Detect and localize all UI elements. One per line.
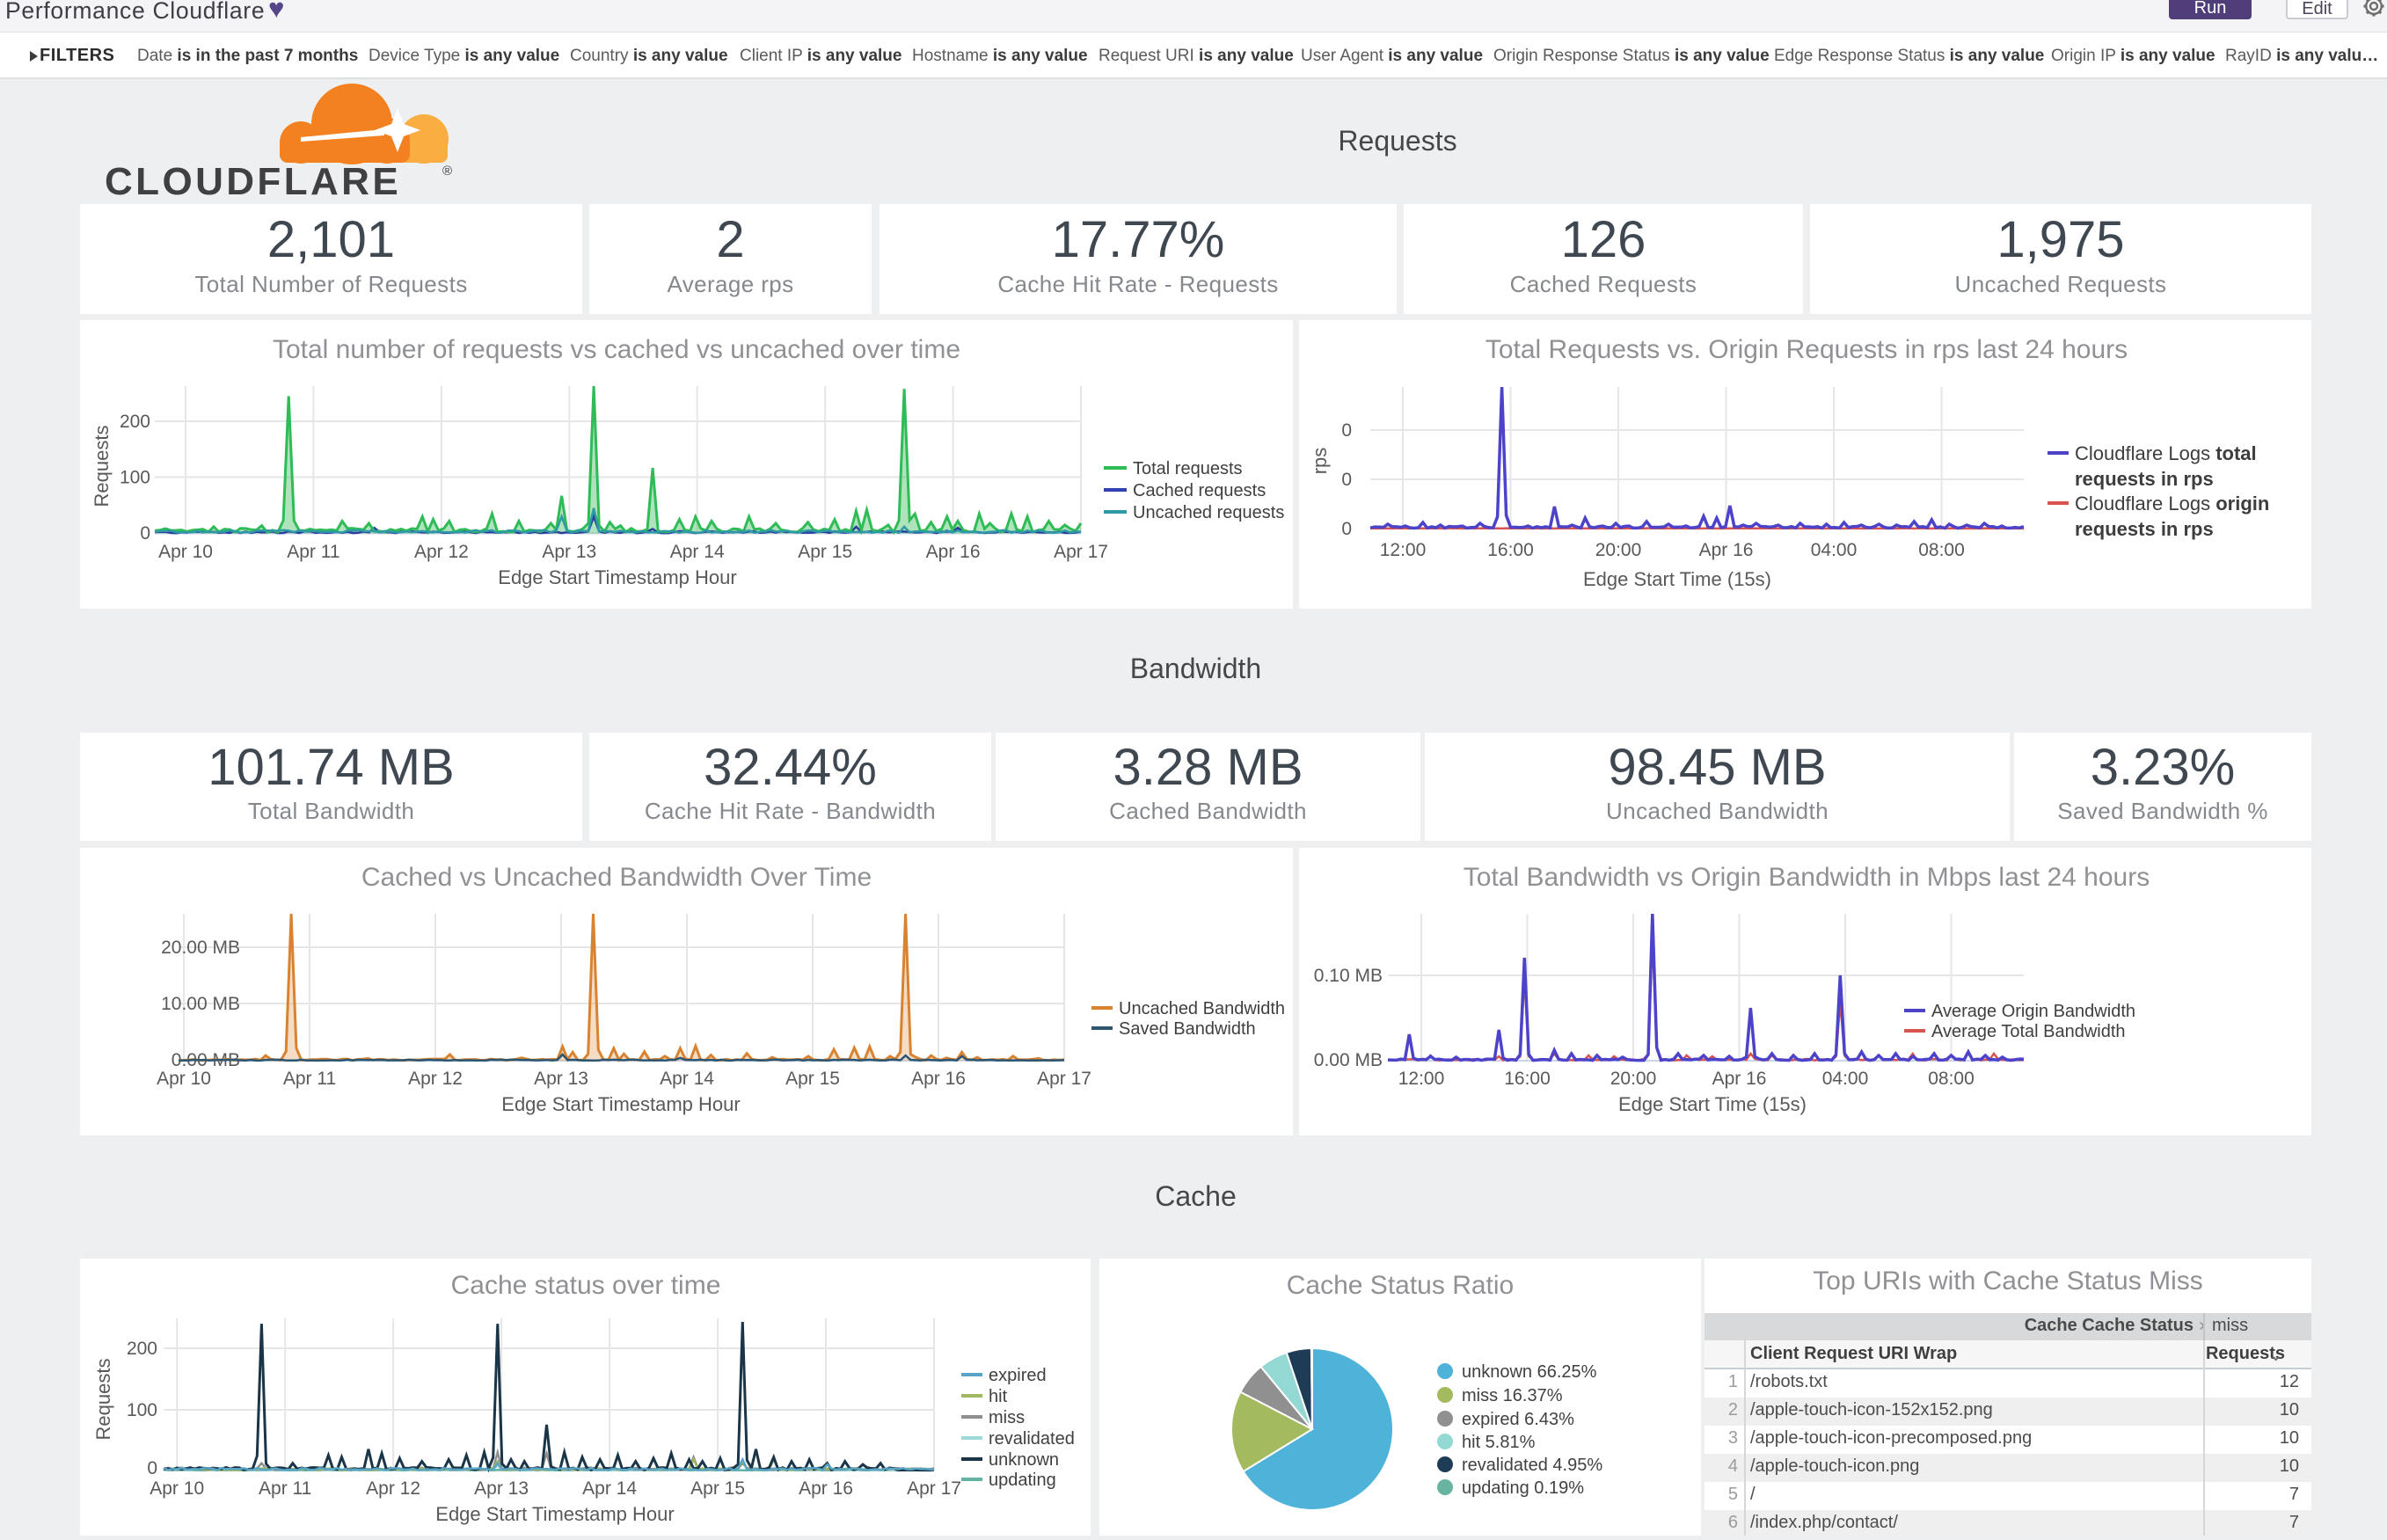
svg-text:16:00: 16:00 bbox=[1487, 540, 1534, 560]
svg-text:updating: updating bbox=[989, 1471, 1056, 1490]
svg-text:Edge Start Time (15s): Edge Start Time (15s) bbox=[1618, 1093, 1807, 1115]
svg-text:Apr 14: Apr 14 bbox=[670, 542, 725, 562]
svg-text:revalidated 4.95%: revalidated 4.95% bbox=[1462, 1456, 1602, 1475]
svg-text:0: 0 bbox=[1341, 470, 1352, 490]
svg-text:Edge Start Timestamp Hour: Edge Start Timestamp Hour bbox=[435, 1503, 674, 1525]
svg-text:Apr 13: Apr 13 bbox=[542, 542, 596, 562]
svg-text:0: 0 bbox=[147, 1458, 157, 1478]
svg-text:20:00: 20:00 bbox=[1595, 540, 1642, 560]
svg-text:Cache status over time: Cache status over time bbox=[451, 1271, 721, 1300]
svg-text:Edge Start Timestamp Hour: Edge Start Timestamp Hour bbox=[498, 566, 736, 588]
svg-text:expired 6.43%: expired 6.43% bbox=[1462, 1410, 1574, 1429]
svg-text:Apr 17: Apr 17 bbox=[1037, 1069, 1091, 1089]
svg-text:requests in rps: requests in rps bbox=[2075, 468, 2214, 490]
svg-text:Total Requests vs. Origin Requ: Total Requests vs. Origin Requests in rp… bbox=[1485, 335, 2128, 364]
svg-text:Requests: Requests bbox=[92, 1359, 114, 1441]
svg-text:Apr 15: Apr 15 bbox=[785, 1069, 840, 1089]
svg-text:Apr 16: Apr 16 bbox=[1712, 1069, 1767, 1089]
svg-text:Apr 12: Apr 12 bbox=[366, 1478, 420, 1499]
svg-text:Total requests: Total requests bbox=[1133, 459, 1243, 478]
svg-text:16:00: 16:00 bbox=[1504, 1069, 1551, 1089]
svg-text:0.10 MB: 0.10 MB bbox=[1314, 966, 1383, 986]
svg-text:Apr 11: Apr 11 bbox=[287, 542, 339, 562]
svg-text:200: 200 bbox=[127, 1339, 157, 1359]
svg-text:Apr 15: Apr 15 bbox=[690, 1478, 745, 1499]
svg-text:Cloudflare Logs total: Cloudflare Logs total bbox=[2075, 442, 2257, 464]
svg-text:Cached requests: Cached requests bbox=[1133, 481, 1266, 500]
svg-text:Apr 13: Apr 13 bbox=[474, 1478, 529, 1499]
svg-text:Apr 11: Apr 11 bbox=[259, 1478, 311, 1499]
svg-text:Cached vs Uncached Bandwidth O: Cached vs Uncached Bandwidth Over Time bbox=[361, 863, 872, 892]
svg-text:hit: hit bbox=[989, 1387, 1008, 1406]
svg-text:Apr 17: Apr 17 bbox=[907, 1478, 961, 1499]
svg-text:Apr 10: Apr 10 bbox=[157, 1069, 211, 1089]
svg-text:0.00 MB: 0.00 MB bbox=[1314, 1050, 1383, 1070]
svg-text:Apr 16: Apr 16 bbox=[926, 542, 981, 562]
svg-text:Total Bandwidth vs Origin Band: Total Bandwidth vs Origin Bandwidth in M… bbox=[1464, 863, 2150, 892]
svg-text:100: 100 bbox=[127, 1400, 157, 1420]
svg-text:rps: rps bbox=[1309, 448, 1331, 475]
svg-text:Average Total Bandwidth: Average Total Bandwidth bbox=[1931, 1022, 2126, 1041]
svg-text:12:00: 12:00 bbox=[1380, 540, 1427, 560]
svg-text:Requests: Requests bbox=[91, 426, 113, 507]
svg-text:expired: expired bbox=[989, 1366, 1047, 1385]
svg-text:Cloudflare Logs origin: Cloudflare Logs origin bbox=[2075, 493, 2269, 515]
svg-text:Edge Start Timestamp Hour: Edge Start Timestamp Hour bbox=[501, 1093, 740, 1115]
svg-text:Total number of requests vs ca: Total number of requests vs cached vs un… bbox=[273, 335, 960, 364]
svg-text:Apr 10: Apr 10 bbox=[150, 1478, 204, 1499]
svg-text:0: 0 bbox=[140, 523, 150, 544]
svg-text:Cache Status Ratio: Cache Status Ratio bbox=[1287, 1271, 1514, 1300]
svg-text:unknown 66.25%: unknown 66.25% bbox=[1462, 1362, 1597, 1382]
svg-text:unknown: unknown bbox=[989, 1450, 1059, 1470]
svg-text:Average Origin Bandwidth: Average Origin Bandwidth bbox=[1931, 1002, 2135, 1021]
svg-text:20.00 MB: 20.00 MB bbox=[161, 938, 240, 958]
svg-text:04:00: 04:00 bbox=[1811, 540, 1858, 560]
svg-text:20:00: 20:00 bbox=[1610, 1069, 1657, 1089]
svg-text:Apr 15: Apr 15 bbox=[798, 542, 852, 562]
svg-text:revalidated: revalidated bbox=[989, 1429, 1075, 1449]
svg-text:updating 0.19%: updating 0.19% bbox=[1462, 1478, 1584, 1498]
svg-text:Apr 12: Apr 12 bbox=[408, 1069, 463, 1089]
svg-text:CLOUDFLARE: CLOUDFLARE bbox=[105, 160, 401, 203]
svg-text:Apr 13: Apr 13 bbox=[534, 1069, 588, 1089]
svg-text:requests in rps: requests in rps bbox=[2075, 518, 2214, 540]
svg-text:Apr 14: Apr 14 bbox=[582, 1478, 637, 1499]
svg-text:04:00: 04:00 bbox=[1822, 1069, 1869, 1089]
svg-text:08:00: 08:00 bbox=[1918, 540, 1965, 560]
svg-text:10.00 MB: 10.00 MB bbox=[161, 994, 240, 1014]
svg-text:Apr 16: Apr 16 bbox=[1699, 540, 1754, 560]
svg-text:hit 5.81%: hit 5.81% bbox=[1462, 1433, 1536, 1452]
svg-text:Saved Bandwidth: Saved Bandwidth bbox=[1119, 1019, 1256, 1039]
svg-text:100: 100 bbox=[120, 468, 150, 488]
svg-text:Apr 11: Apr 11 bbox=[283, 1069, 336, 1089]
svg-text:08:00: 08:00 bbox=[1928, 1069, 1975, 1089]
svg-text:0: 0 bbox=[1341, 420, 1352, 441]
svg-text:Edge Start Time (15s): Edge Start Time (15s) bbox=[1583, 568, 1771, 590]
svg-text:Uncached requests: Uncached requests bbox=[1133, 503, 1284, 522]
svg-text:Apr 16: Apr 16 bbox=[911, 1069, 966, 1089]
svg-text:Apr 12: Apr 12 bbox=[414, 542, 469, 562]
svg-text:®: ® bbox=[442, 164, 452, 179]
svg-text:Uncached Bandwidth: Uncached Bandwidth bbox=[1119, 999, 1285, 1018]
svg-text:Apr 14: Apr 14 bbox=[660, 1069, 714, 1089]
svg-text:Apr 17: Apr 17 bbox=[1054, 542, 1108, 562]
svg-text:200: 200 bbox=[120, 412, 150, 432]
svg-text:miss 16.37%: miss 16.37% bbox=[1462, 1386, 1563, 1405]
svg-text:12:00: 12:00 bbox=[1398, 1069, 1445, 1089]
svg-text:0: 0 bbox=[1341, 519, 1352, 539]
svg-text:miss: miss bbox=[989, 1408, 1025, 1427]
svg-text:Apr 10: Apr 10 bbox=[158, 542, 213, 562]
svg-text:Apr 16: Apr 16 bbox=[799, 1478, 853, 1499]
